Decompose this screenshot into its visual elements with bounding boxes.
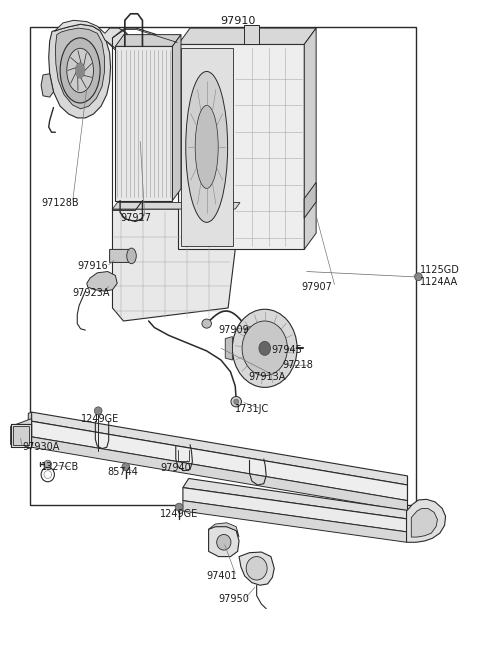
Text: 1124AA: 1124AA [420,277,458,287]
Text: 97128B: 97128B [41,198,79,208]
Polygon shape [11,419,32,445]
Ellipse shape [216,534,231,550]
Polygon shape [55,28,104,109]
Text: 97910: 97910 [220,16,255,26]
Polygon shape [209,523,239,537]
Polygon shape [105,28,131,60]
Text: 1125GD: 1125GD [420,265,460,275]
Polygon shape [183,500,407,542]
Polygon shape [180,48,233,246]
Polygon shape [87,272,117,291]
Polygon shape [209,527,239,557]
Polygon shape [178,45,304,250]
Ellipse shape [67,48,94,92]
Ellipse shape [231,396,241,407]
Polygon shape [115,35,181,47]
Text: 97913A: 97913A [249,372,286,382]
Ellipse shape [186,71,228,222]
Ellipse shape [202,319,212,328]
Ellipse shape [242,321,288,376]
Ellipse shape [415,273,422,280]
Text: 97950: 97950 [218,594,250,604]
Ellipse shape [75,63,85,78]
Text: 97907: 97907 [302,282,333,292]
Polygon shape [304,28,316,250]
Polygon shape [48,24,110,118]
Text: 97930A: 97930A [22,442,60,452]
Ellipse shape [246,557,267,580]
Polygon shape [41,73,53,97]
Text: 97923A: 97923A [72,288,110,298]
Ellipse shape [232,309,297,387]
Polygon shape [304,182,316,218]
Polygon shape [11,424,31,438]
Polygon shape [115,47,172,200]
Ellipse shape [245,327,254,336]
Polygon shape [225,337,232,360]
Polygon shape [12,426,29,445]
Polygon shape [112,209,235,321]
Ellipse shape [60,38,100,103]
Polygon shape [183,479,412,519]
Ellipse shape [195,105,218,189]
Ellipse shape [44,460,51,468]
Text: 97945: 97945 [271,345,302,355]
Ellipse shape [280,364,286,370]
Text: 97909: 97909 [218,325,249,335]
Text: 97401: 97401 [207,571,238,581]
Ellipse shape [122,463,130,471]
Polygon shape [183,487,407,532]
Polygon shape [109,250,132,263]
Text: 1249GE: 1249GE [81,413,119,424]
Polygon shape [178,28,316,45]
Polygon shape [28,412,32,449]
Ellipse shape [95,407,102,415]
Text: 97916: 97916 [77,261,108,271]
Text: 1731JC: 1731JC [235,404,269,414]
Polygon shape [239,552,274,585]
Polygon shape [32,412,408,485]
Polygon shape [11,424,31,447]
Ellipse shape [259,341,271,356]
Polygon shape [32,421,408,500]
Text: 97940: 97940 [160,463,191,473]
Bar [30,27,416,504]
Polygon shape [411,508,437,537]
Text: 97218: 97218 [283,360,314,370]
Text: 1249GE: 1249GE [160,510,198,519]
Polygon shape [32,437,408,511]
Text: 1327CB: 1327CB [41,462,79,472]
Text: 97927: 97927 [120,213,151,223]
Polygon shape [54,20,131,58]
Text: 85744: 85744 [108,467,139,477]
Polygon shape [244,25,259,45]
Ellipse shape [175,503,183,511]
Polygon shape [172,35,181,200]
Ellipse shape [234,399,239,404]
Polygon shape [407,499,445,542]
Polygon shape [112,202,240,209]
Ellipse shape [127,248,136,264]
